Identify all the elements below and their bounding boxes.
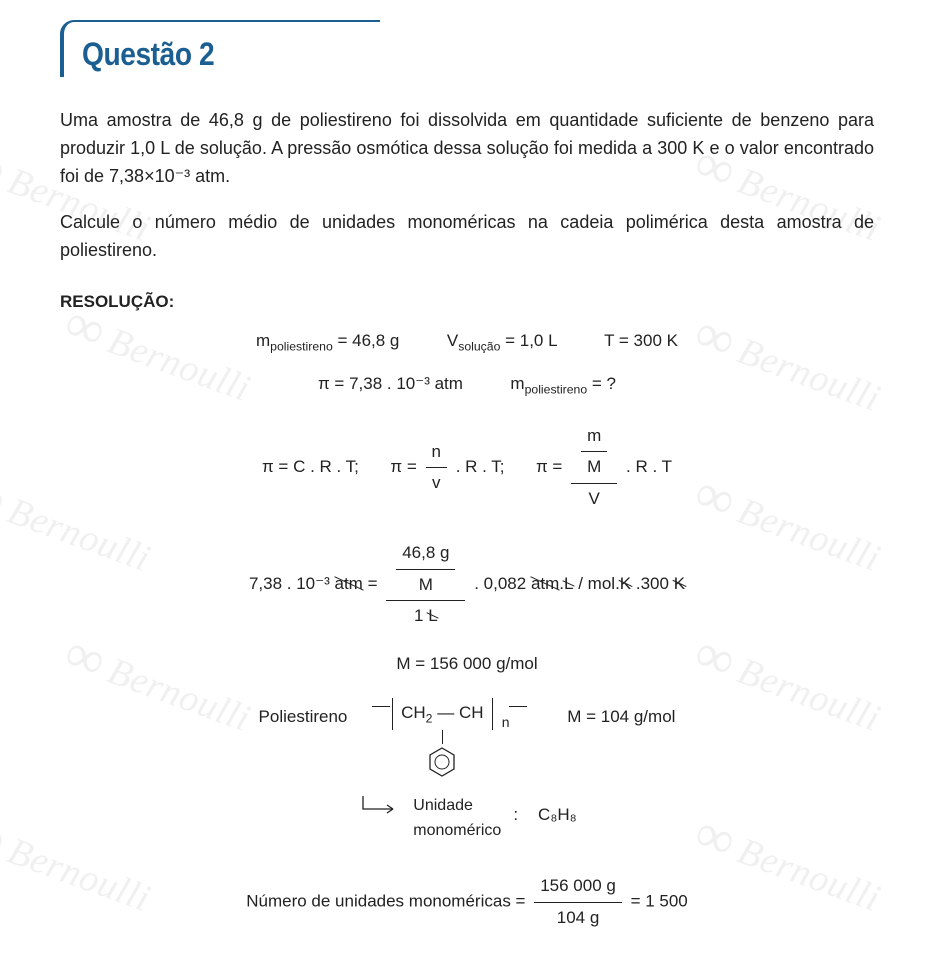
arrow-icon	[357, 796, 401, 822]
solution-body: mpoliestireno = 46,8 g Vsolução = 1,0 L …	[60, 328, 874, 931]
page-content: Questão 2 Uma amostra de 46,8 g de polie…	[0, 0, 934, 975]
formula-row: π = C . R . T; π = nv . R . T; π = m M V…	[60, 423, 874, 512]
result-M: M = 156 000 g/mol	[60, 651, 874, 677]
problem-statement-1: Uma amostra de 46,8 g de poliestireno fo…	[60, 107, 874, 191]
question-header: Questão 2	[60, 20, 380, 77]
benzene-icon	[427, 746, 457, 778]
final-result-row: Número de unidades monoméricas = 156 000…	[60, 873, 874, 931]
problem-statement-2: Calcule o número médio de unidades monom…	[60, 209, 874, 265]
calc-row: 7,38 . 10⁻³ atm = 46,8 g M 1 L . 0,082 a…	[60, 540, 874, 629]
given-row-2: π = 7,38 . 10⁻³ atm mpoliestireno = ?	[60, 371, 874, 399]
question-title: Questão 2	[82, 36, 344, 73]
monomer-unit-row: Unidade monomérico : C₈H₈	[60, 794, 874, 844]
given-row-1: mpoliestireno = 46,8 g Vsolução = 1,0 L …	[60, 328, 874, 356]
solution-heading: RESOLUÇÃO:	[60, 292, 874, 312]
polymer-row: Poliestireno CH2 — CH n M = 104 g/mol	[60, 698, 874, 778]
